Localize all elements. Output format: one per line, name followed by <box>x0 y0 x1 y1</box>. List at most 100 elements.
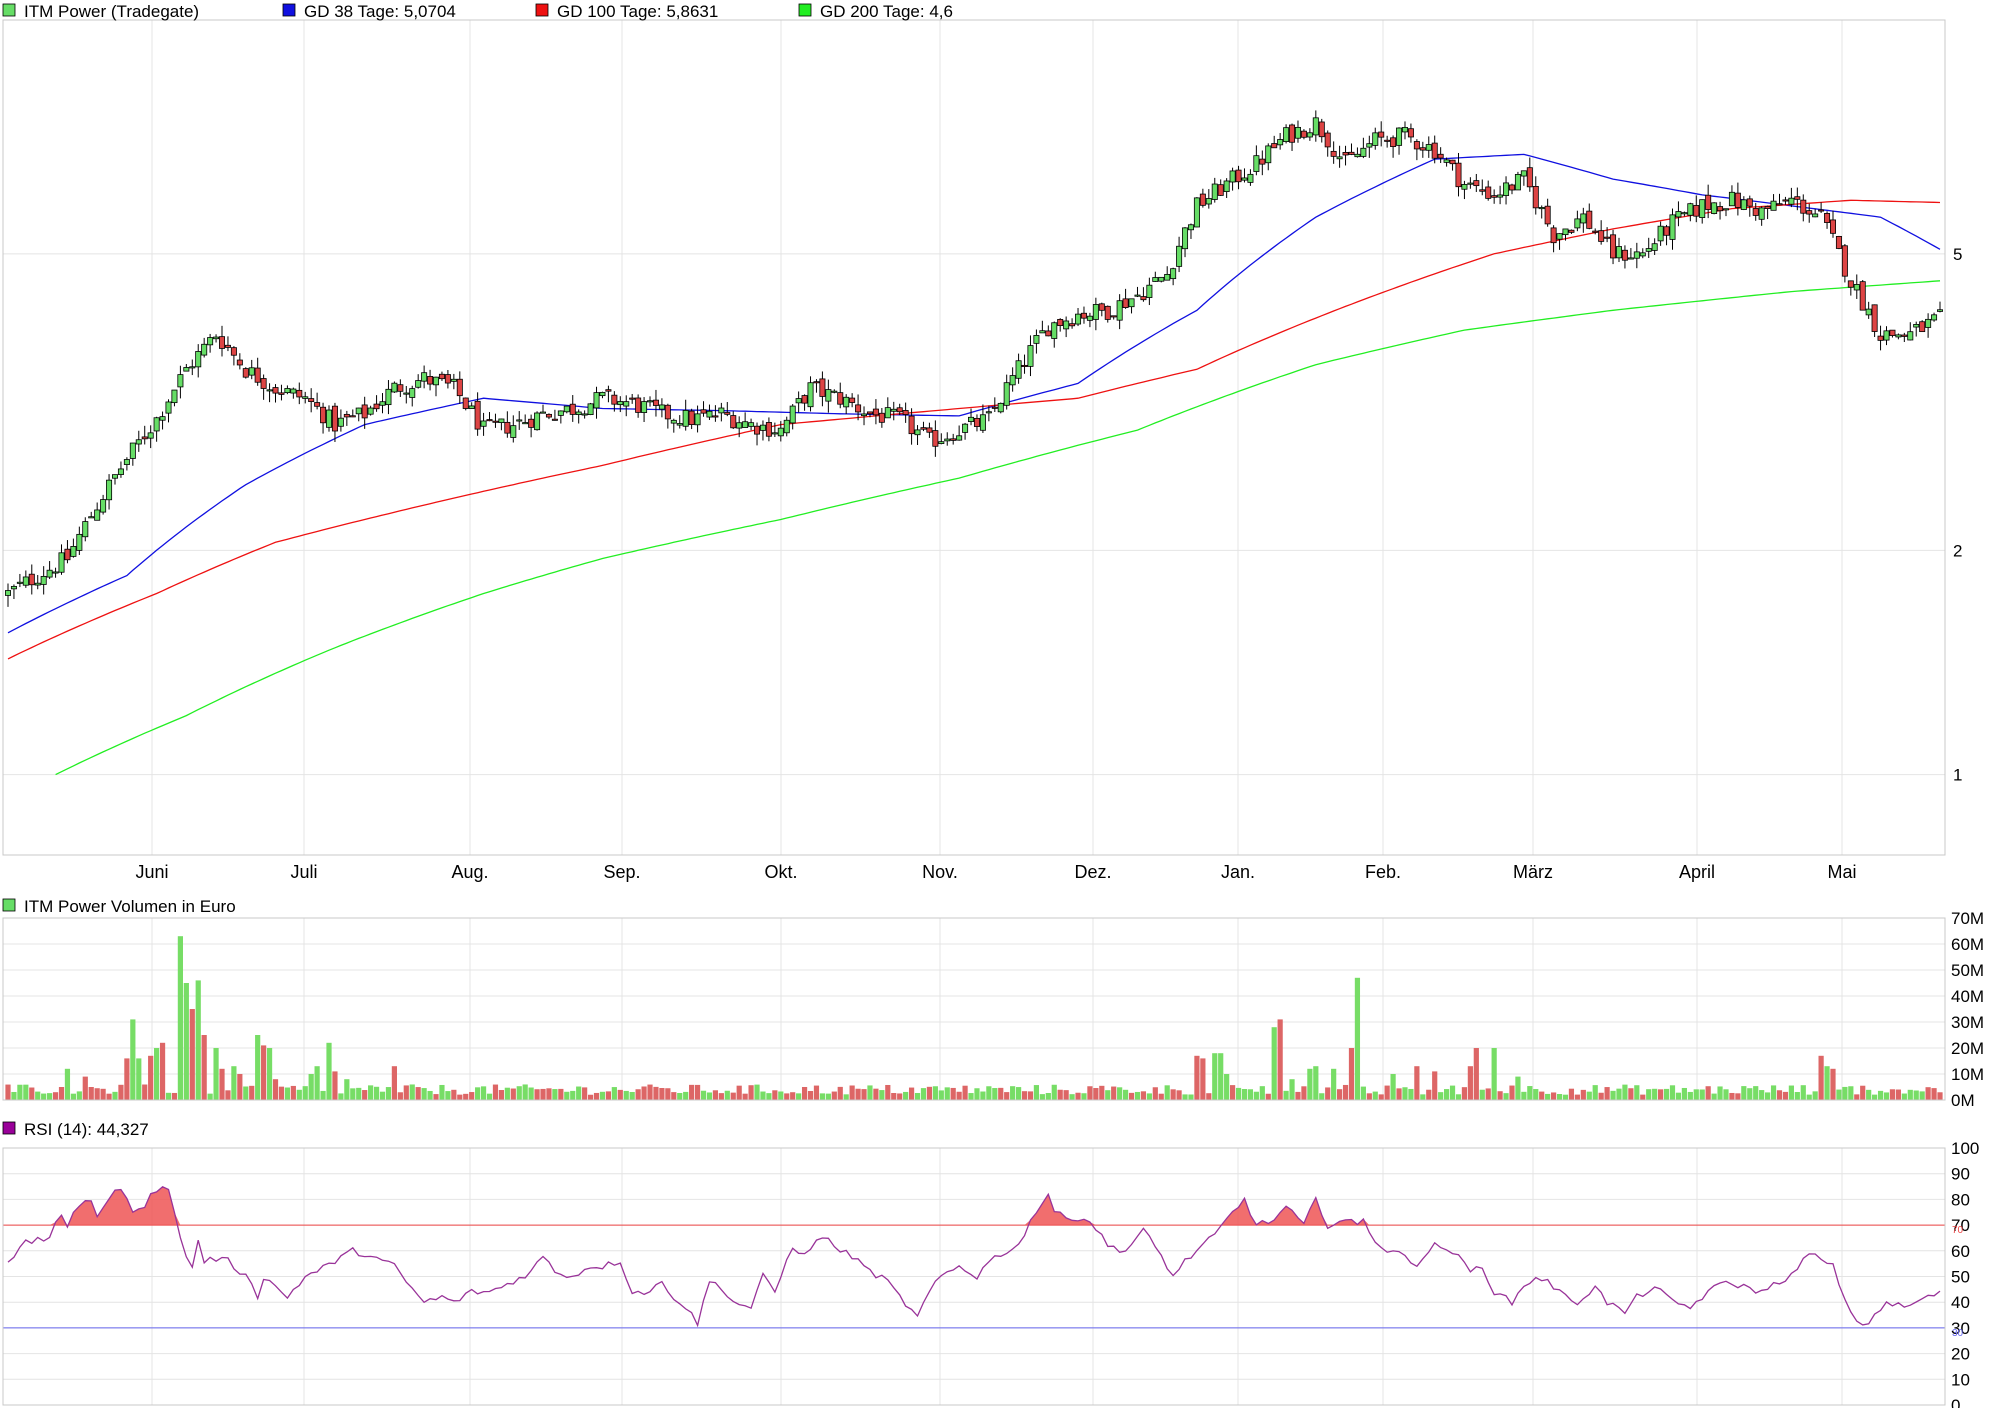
candle-down <box>504 421 511 434</box>
candle-down <box>1235 169 1242 183</box>
candle-up <box>617 401 624 406</box>
volume-bar <box>1033 1085 1040 1100</box>
x-axis-month-label: April <box>1679 862 1715 882</box>
candle-up <box>843 396 850 408</box>
price-axis-tick-label: 5 <box>1953 245 1962 264</box>
candle-up <box>165 401 172 414</box>
volume-bar <box>974 1088 980 1100</box>
volume-bar <box>1901 1093 1907 1100</box>
volume-bar <box>177 936 183 1100</box>
candle-up <box>1657 225 1664 242</box>
volume-bar <box>1212 1053 1218 1100</box>
volume-panel-title: ITM Power Volumen in Euro <box>24 897 236 916</box>
candle-down <box>1348 151 1355 155</box>
candle-up <box>52 571 59 574</box>
volume-bar <box>219 1068 225 1100</box>
candle-down <box>1586 210 1593 229</box>
candle-up <box>1907 331 1914 341</box>
volume-bar <box>1152 1087 1158 1100</box>
volume-bar <box>1580 1089 1586 1100</box>
candle-down <box>801 395 808 404</box>
volume-bar <box>1253 1091 1259 1100</box>
volume-bar <box>998 1087 1004 1100</box>
candle-down <box>219 336 226 349</box>
volume-bar <box>1010 1086 1016 1100</box>
candle-down <box>1455 162 1462 188</box>
candle-down <box>1841 245 1848 277</box>
rsi-axis-tick-label: 0 <box>1951 1396 1960 1408</box>
volume-bar <box>932 1086 938 1100</box>
volume-bar <box>272 1079 279 1100</box>
candle-up <box>112 474 119 479</box>
rsi-lower-band-label: 30 <box>1952 1328 1964 1339</box>
volume-bar <box>1622 1084 1628 1100</box>
volume-bar <box>1776 1090 1783 1100</box>
volume-bar <box>1753 1086 1759 1100</box>
volume-bar <box>1640 1094 1646 1100</box>
volume-bar <box>1800 1085 1806 1100</box>
volume-bar-layer <box>5 936 1943 1100</box>
candle-up <box>1615 246 1622 259</box>
volume-bar <box>1277 1019 1283 1100</box>
gd100-line <box>7 199 1941 660</box>
volume-bar <box>861 1089 867 1100</box>
candle-up <box>647 400 654 403</box>
candle-down <box>474 400 481 430</box>
candle-up <box>337 417 344 427</box>
volume-bar <box>766 1093 772 1100</box>
volume-bar <box>1342 1084 1349 1100</box>
volume-bar <box>243 1086 249 1100</box>
volume-bar <box>1610 1090 1616 1100</box>
volume-bar <box>35 1091 41 1100</box>
candle-up <box>587 403 594 416</box>
volume-bar <box>1652 1088 1658 1100</box>
x-axis-month-label: Dez. <box>1074 862 1111 882</box>
candle-up <box>106 479 113 501</box>
candle-down <box>754 425 761 435</box>
candle-up <box>171 389 178 404</box>
candle-down <box>254 367 261 383</box>
candle-up <box>76 533 83 551</box>
candle-down <box>1705 194 1712 210</box>
candle-up <box>1128 298 1135 308</box>
candle-up <box>1223 180 1230 192</box>
volume-bar <box>17 1084 23 1100</box>
volume-bar <box>1711 1093 1717 1100</box>
volume-bar <box>1872 1094 1878 1100</box>
volume-bar <box>1004 1092 1010 1100</box>
candle-up <box>1051 322 1058 339</box>
volume-bar <box>338 1093 344 1100</box>
volume-bar <box>1301 1086 1307 1100</box>
volume-bar <box>362 1090 368 1100</box>
candle-down <box>1776 203 1783 206</box>
candle-up <box>540 411 547 414</box>
candle-down <box>1794 196 1801 200</box>
volume-bar <box>1432 1071 1438 1100</box>
volume-bar <box>1473 1048 1479 1100</box>
volume-bar <box>1539 1091 1545 1100</box>
candle-up <box>1883 330 1890 341</box>
candle-up <box>1728 191 1735 207</box>
candle-down <box>1045 330 1052 337</box>
volume-bar <box>1455 1094 1462 1100</box>
candle-down <box>260 378 267 389</box>
volume-bar <box>938 1090 944 1100</box>
volume-bar <box>647 1084 653 1100</box>
moving-average-layer <box>7 153 1941 776</box>
candle-down <box>1384 139 1391 142</box>
candle-up <box>1401 127 1408 133</box>
candle-down <box>1324 132 1331 148</box>
volume-bar <box>849 1085 855 1100</box>
candle-down <box>813 381 820 384</box>
candle-up <box>1687 203 1694 216</box>
volume-bar <box>118 1084 124 1100</box>
candle-up <box>1514 174 1521 191</box>
candle-up <box>355 407 362 415</box>
volume-bar <box>1675 1092 1682 1100</box>
volume-bar <box>52 1092 59 1100</box>
volume-bar <box>1628 1088 1634 1100</box>
volume-bar <box>1176 1090 1182 1100</box>
volume-bar <box>1467 1066 1473 1100</box>
volume-bar <box>1140 1091 1147 1100</box>
candle-down <box>611 394 618 405</box>
